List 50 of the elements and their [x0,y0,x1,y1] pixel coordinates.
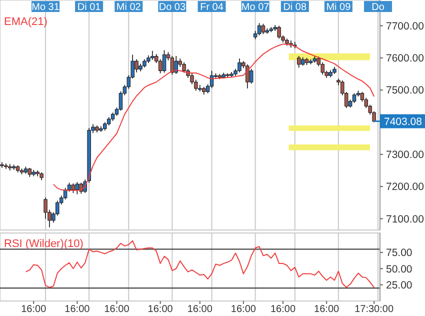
x-tick-label: Mi 02 [116,2,142,13]
x-tick-label: 16:00 [104,304,130,315]
y-tick-label: 7100.00 [386,213,424,226]
x-tick-label: 16:00 [314,304,340,315]
x-tick-label: Di 01 [77,2,102,13]
candlestick [162,50,166,74]
y-tick-label: 7600.00 [386,52,424,65]
y-tick-label: 7300.00 [386,149,424,162]
x-tick-label: Mo 07 [241,2,270,13]
candlestick [75,182,80,195]
x-tick-label: 16:00 [148,304,174,315]
x-tick-label: 17:30:00 [354,304,394,315]
x-tick-label: Di 08 [283,2,307,13]
candlestick [71,182,76,194]
x-tick-label: Mi 09 [326,2,352,13]
candlestick [257,22,262,36]
x-tick-label: 16:00 [187,304,213,315]
candlestick [174,56,178,74]
text: 7403.08 [384,116,422,128]
candlestick [28,168,32,178]
candlestick [150,50,154,60]
candlestick [238,58,242,73]
candlestick [261,23,266,34]
x-tick-label: Fr 04 [200,2,224,13]
candlestick [4,163,8,170]
y-tick-label: 7200.00 [386,181,424,194]
candlestick [0,162,4,168]
x-tick-label: 16:00 [21,304,47,315]
series-label: RSI (Wilder)(10) [4,238,84,250]
line-series [25,240,375,288]
y-tick-label: 25.00 [386,279,412,292]
text: EMA(21) [4,16,48,28]
x-tick-label: Mo 31 [32,2,60,13]
candlestick [118,90,123,112]
candlestick [8,164,12,171]
candlestick [67,182,72,192]
candlestick [277,25,281,39]
x-tick-label: Do 03 [158,2,186,13]
candlestick [352,92,356,104]
y-tick-label: 50.00 [386,263,412,276]
x-tick-label: 16:00 [230,304,256,315]
y-tick-label: 7500.00 [386,84,424,97]
candlestick [12,164,16,170]
y-tick-label: 75.00 [386,247,412,260]
y-tick-label: 7700.00 [386,20,424,32]
candlestick [297,56,301,68]
x-tick-label: Do [372,2,385,13]
x-tick-label: 16:00 [64,304,90,315]
candlestick [250,68,254,84]
x-tick-label: 16:00 [270,304,296,315]
